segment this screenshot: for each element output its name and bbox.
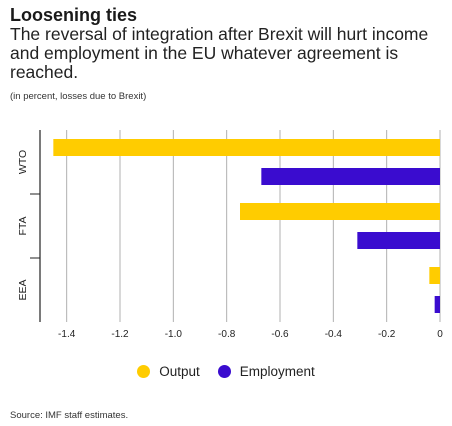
bar-employment-wto — [261, 168, 440, 185]
bar-employment-eea — [434, 296, 440, 313]
legend-label-output: Output — [159, 364, 200, 379]
chart-title: Loosening ties — [10, 5, 138, 25]
legend-swatch-output — [137, 365, 151, 378]
x-tick-label: -0.6 — [271, 329, 289, 340]
chart-subtitle: The reversal of integration after Brexit… — [10, 24, 429, 82]
legend-swatch-employment — [217, 365, 231, 378]
category-label-wto: WTO — [17, 150, 29, 174]
category-label-fta: FTA — [17, 216, 29, 235]
source-note: Source: IMF staff estimates. — [10, 410, 129, 421]
units-note: (in percent, losses due to Brexit) — [10, 91, 147, 102]
x-tick-label: 0 — [437, 329, 443, 340]
bar-output-wto — [53, 139, 440, 156]
legend-item-employment: Employment — [217, 364, 315, 379]
legend-item-output: Output — [137, 364, 200, 379]
x-tick-label: -1.4 — [58, 329, 76, 340]
x-tick-label: -1.2 — [111, 329, 129, 340]
legend-label-employment: Employment — [239, 364, 315, 379]
bar-employment-fta — [357, 232, 440, 249]
category-label-eea: EEA — [17, 279, 29, 300]
axes: -1.4 -1.2 -1.0 -0.8 -0.6 -0.4 -0.2 0 WTO FTA EEA — [17, 130, 443, 340]
legend: Output Employment — [0, 364, 452, 379]
bar-output-eea — [429, 267, 440, 284]
bars — [53, 139, 440, 313]
x-tick-label: -0.2 — [378, 329, 396, 340]
x-tick-label: -0.4 — [325, 329, 343, 340]
bar-chart: -1.4 -1.2 -1.0 -0.8 -0.6 -0.4 -0.2 0 WTO FTA EEA — [17, 130, 443, 340]
x-tick-label: -1.0 — [165, 329, 183, 340]
grid-lines — [66, 130, 441, 322]
x-tick-label: -0.8 — [218, 329, 236, 340]
bar-output-fta — [240, 203, 440, 220]
